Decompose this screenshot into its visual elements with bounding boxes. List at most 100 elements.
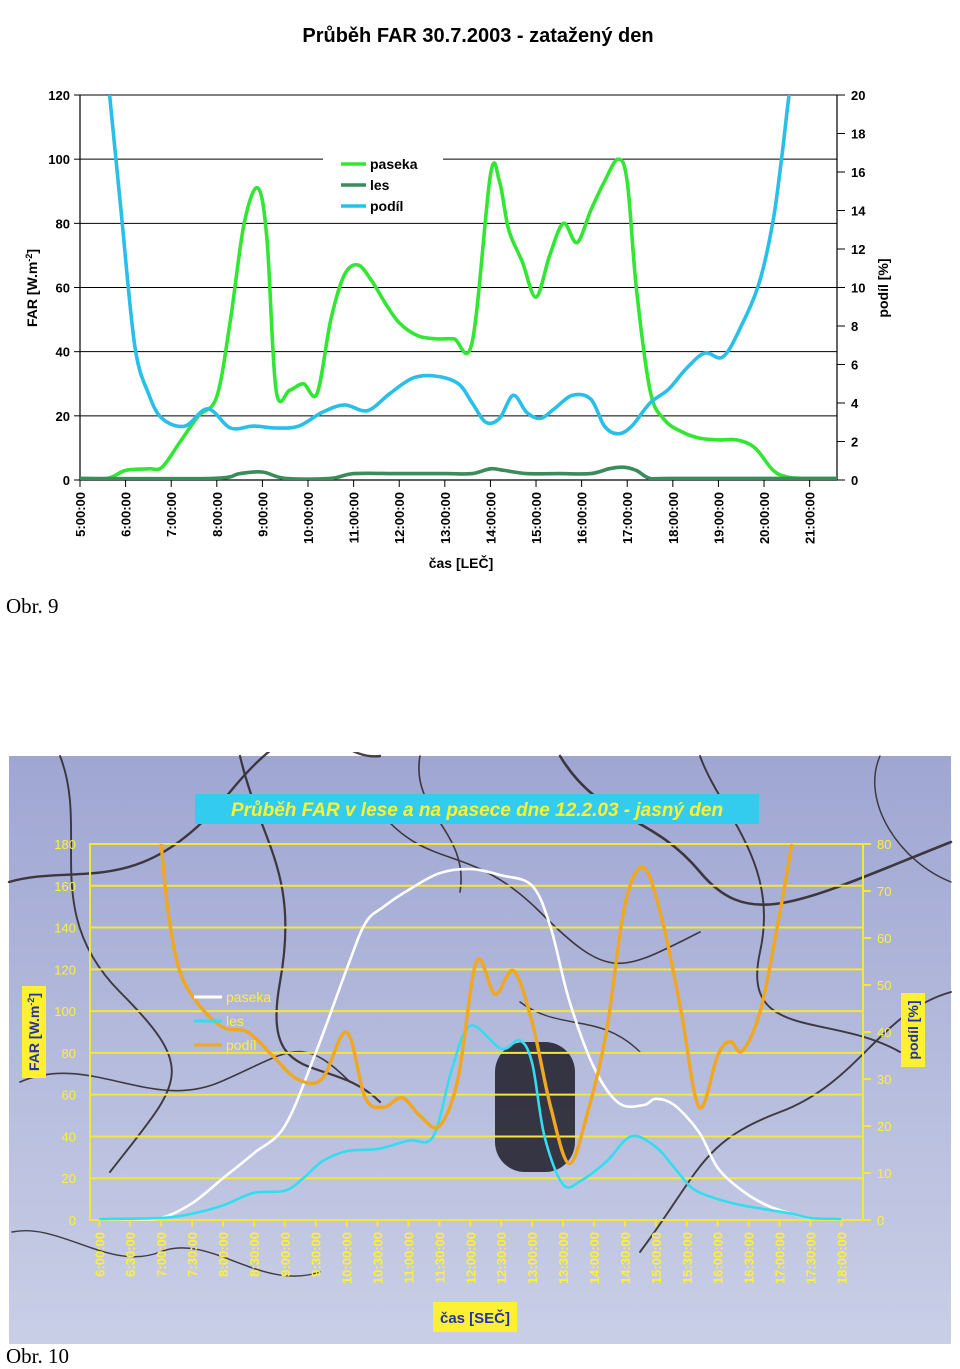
x-tick-label: 14:00:00 (483, 492, 498, 544)
x-tick-label: 13:00:00 (525, 1232, 540, 1284)
legend-label-paseka: paseka (370, 156, 418, 172)
y2-tick-label: 16 (851, 165, 865, 180)
y2-tick-label: 6 (851, 358, 858, 373)
x-tick-label: 6:00:00 (92, 1232, 107, 1277)
figure-obr-10: 0 20 40 60 80 100 120 140 160 180 0 10 20 30 40 50 60 70 8… (0, 732, 960, 1344)
y-tick-label: 80 (56, 216, 70, 231)
y2-tick-label: 20 (851, 88, 865, 103)
series-line-paseka (99, 867, 842, 1221)
y-tick-label: 20 (56, 409, 70, 424)
x-tick-label: 5:00:00 (73, 492, 88, 537)
y2-tick-label: 0 (877, 1213, 884, 1228)
branch (11, 1230, 321, 1277)
y-tick-label: 120 (54, 962, 76, 977)
y-axis-title-close: ] (26, 993, 42, 998)
y-tick-label: 80 (62, 1046, 76, 1061)
x-tick-label: 10:00:00 (340, 1232, 355, 1284)
caption-obr-9: Obr. 9 (6, 594, 59, 618)
x-tick-label: 11:00:00 (401, 1232, 416, 1283)
y2-tick-label: 0 (851, 473, 858, 488)
title-box (195, 794, 759, 824)
x-tick-label: 7:30:00 (185, 1232, 200, 1277)
series-line-les (99, 1024, 842, 1221)
x-tick-label: 17:00:00 (773, 1232, 788, 1284)
y2-tick-label: 40 (877, 1025, 891, 1040)
chart-background (0, 0, 960, 600)
x-tick-label: 6:30:00 (123, 1232, 138, 1277)
y2-tick-label: 10 (851, 281, 865, 296)
legend-label-paseka: paseka (226, 989, 271, 1005)
y2-axis-title: podíl [%] (905, 1000, 921, 1059)
branch (874, 755, 952, 883)
y2-tick-label: 4 (851, 396, 859, 411)
y2-tick-label: 14 (851, 204, 866, 219)
chart-obr-9: 0 20 40 60 80 100 120 0 2 4 6 8 10 12 14 16 18 20 5:00:00 6… (0, 0, 960, 600)
y-tick-label: 180 (54, 837, 76, 852)
y-axis-title-exponent: -2 (26, 998, 36, 1006)
branch (379, 811, 701, 965)
y-tick-label: 100 (48, 152, 70, 167)
x-tick-label: 13:00:00 (438, 492, 453, 544)
x-tick-label: 6:00:00 (119, 492, 134, 537)
x-tick-label: 11:30:00 (432, 1232, 447, 1283)
y2-tick-label: 18 (851, 127, 865, 142)
x-tick-label: 8:00:00 (216, 1232, 231, 1277)
branch (59, 755, 173, 1173)
x-tick-label: 12:00:00 (463, 1232, 478, 1284)
y-axis-title-exponent: -2 (24, 254, 34, 262)
figure-obr-9: 0 20 40 60 80 100 120 0 2 4 6 8 10 12 14 16 18 20 5:00:00 6… (0, 0, 960, 600)
y-tick-label: 60 (56, 281, 70, 296)
x-tick-label: 12:00:00 (392, 492, 407, 544)
x-tick-label: 16:00:00 (711, 1232, 726, 1284)
y-tick-label: 60 (62, 1088, 76, 1103)
chart-obr-10: 0 20 40 60 80 100 120 140 160 180 0 10 20 30 40 50 60 70 8… (7, 732, 953, 1344)
x-axis-title: čas [LEČ] (429, 554, 494, 571)
y2-tick-label: 30 (877, 1072, 891, 1087)
chart-title: Průběh FAR 30.7.2003 - zatažený den (302, 25, 653, 47)
y2-tick-label: 20 (877, 1119, 891, 1134)
y-axis-title-close: ] (24, 249, 40, 254)
x-tick-label: 15:00:00 (529, 492, 544, 544)
y-axis-title: FAR [W.m-2] (26, 993, 42, 1071)
y-tick-label: 0 (69, 1213, 76, 1228)
x-tick-label: 15:30:00 (680, 1232, 695, 1284)
x-tick-label: 7:00:00 (164, 492, 179, 537)
x-tick-label: 14:00:00 (587, 1232, 602, 1284)
x-tick-label: 14:30:00 (618, 1232, 633, 1284)
y2-tick-label: 80 (877, 837, 891, 852)
x-tick-label: 13:30:00 (556, 1232, 571, 1284)
y2-axis-title: podíl [%] (875, 258, 891, 317)
x-tick-label: 7:00:00 (154, 1232, 169, 1277)
y2-tick-label: 2 (851, 435, 858, 450)
legend-label-les: les (370, 177, 390, 193)
y2-tick-label: 8 (851, 319, 858, 334)
y-axis-title: FAR [W.m-2] (24, 249, 40, 327)
series-line-podil (107, 95, 791, 436)
x-tick-label: 21:00:00 (803, 492, 818, 544)
y-axis-title-box (22, 986, 46, 1078)
series-line-podil (159, 843, 794, 1166)
y-tick-label: 120 (48, 88, 70, 103)
x-tick-label: 9:00:00 (255, 492, 270, 537)
series-line-les (80, 465, 837, 480)
x-tick-label: 12:30:00 (494, 1232, 509, 1284)
x-tick-label: 9:00:00 (278, 1232, 293, 1277)
x-tick-label: 17:00:00 (620, 492, 635, 544)
x-tick-label: 10:00:00 (301, 492, 316, 544)
y2-axis-title-box (901, 993, 925, 1067)
y-tick-label: 140 (54, 921, 76, 936)
y-tick-label: 20 (62, 1171, 76, 1186)
x-tick-label: 19:00:00 (711, 492, 726, 544)
x-tick-label: 18:00:00 (834, 1232, 849, 1284)
branch (238, 754, 382, 1104)
y2-tick-label: 12 (851, 242, 865, 257)
legend-label-podil: podíl (370, 198, 403, 214)
y2-tick-label: 50 (877, 978, 891, 993)
dark-object (495, 1042, 575, 1172)
x-tick-label: 8:00:00 (210, 492, 225, 537)
chart-title: Průběh FAR v lese a na pasece dne 12.2.0… (231, 800, 723, 821)
x-tick-label: 9:30:00 (309, 1232, 324, 1277)
y2-tick-label: 10 (877, 1166, 891, 1181)
legend-label-les: les (226, 1013, 244, 1029)
x-tick-label: 15:00:00 (649, 1232, 664, 1284)
